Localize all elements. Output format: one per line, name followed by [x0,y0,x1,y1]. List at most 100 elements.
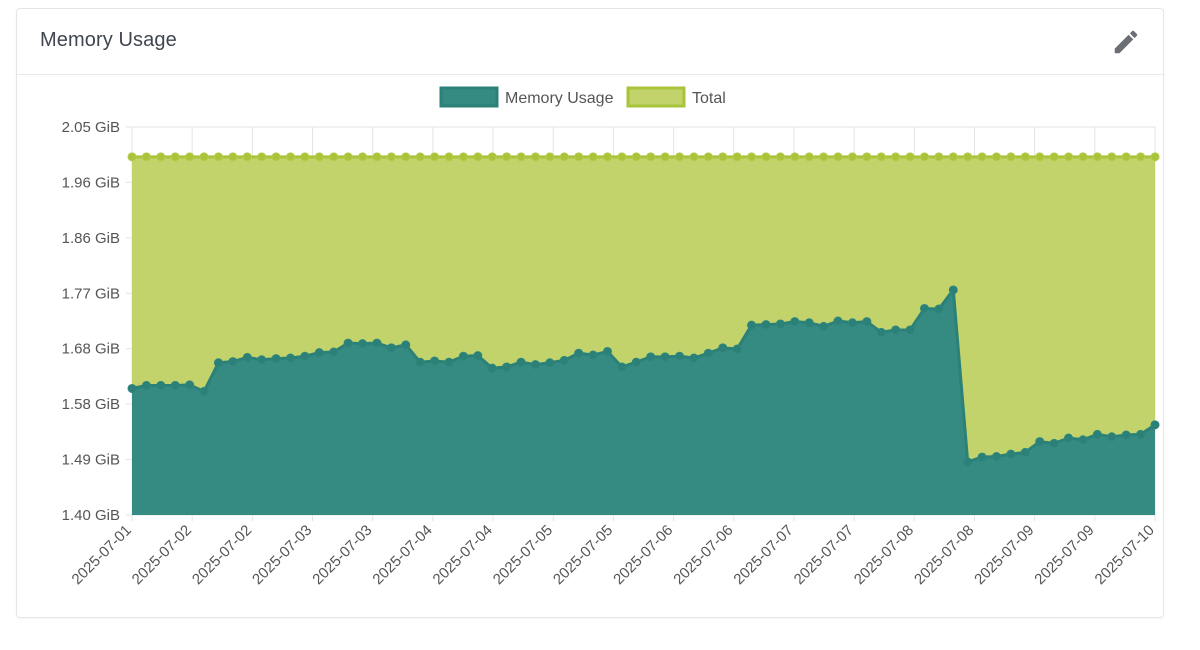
legend-swatch-total [626,86,686,108]
y-tick-label: 1.40 GiB [62,507,120,524]
total-point [905,152,915,162]
memory-usage-point [617,362,627,372]
memory-usage-point [343,338,353,348]
memory-usage-point [833,316,843,326]
legend-label-total: Total [692,90,726,107]
edit-button[interactable] [1111,27,1141,57]
x-tick-label: 2025-07-07 [730,522,796,588]
memory-usage-point [876,327,886,337]
total-point [170,152,180,162]
x-tick-label: 2025-07-02 [189,522,255,588]
total-point [1006,152,1016,162]
memory-usage-point [934,304,944,314]
memory-usage-point [329,347,339,357]
memory-usage-point [732,344,742,354]
total-point [847,152,857,162]
memory-usage-point [1020,447,1030,457]
memory-usage-point [905,325,915,335]
memory-usage-point [747,320,757,330]
total-point [703,152,713,162]
total-point [574,152,584,162]
total-point [1092,152,1102,162]
total-point [1136,152,1146,162]
memory-usage-point [891,325,901,335]
memory-usage-point [963,457,973,467]
total-point [1064,152,1074,162]
x-tick-label: 2025-07-05 [550,522,616,588]
total-point [675,152,685,162]
total-point [588,152,598,162]
total-point [934,152,944,162]
memory-usage-point [761,320,771,330]
total-point [257,152,267,162]
x-tick-label: 2025-07-10 [1092,522,1158,588]
memory-usage-point [372,338,382,348]
memory-usage-point [1107,432,1117,442]
total-point [775,152,785,162]
total-point [718,152,728,162]
total-point [732,152,742,162]
total-point [559,152,569,162]
x-tick-label: 2025-07-01 [69,522,135,588]
memory-usage-point [141,380,151,390]
memory-usage-point [948,285,958,295]
chart-area: Memory Usage Total 2.05 GiB 1.96 GiB 1.86 Gi… [17,75,1163,619]
total-point [300,152,310,162]
total-point [602,152,612,162]
total-point [141,152,151,162]
total-point [213,152,223,162]
total-point [660,152,670,162]
total-point [228,152,238,162]
legend-swatch-memory [439,86,499,108]
y-tick-label: 1.96 GiB [62,174,120,191]
memory-usage-point [516,357,526,367]
x-tick-label: 2025-07-07 [791,522,857,588]
y-tick-label: 1.68 GiB [62,341,120,358]
total-point [242,152,252,162]
memory-usage-point [401,340,411,350]
memory-usage-point [185,380,195,390]
memory-usage-point [300,351,310,361]
x-tick-label: 2025-07-03 [249,522,315,588]
memory-usage-point [588,350,598,360]
total-point [862,152,872,162]
total-point [1049,152,1059,162]
total-point [156,152,166,162]
memory-usage-point [473,351,483,361]
memory-usage-point [804,318,814,328]
total-point [1020,152,1030,162]
total-point [343,152,353,162]
memory-usage-area [132,289,1155,515]
memory-usage-chart: Memory Usage Total 2.05 GiB 1.96 GiB 1.86 Gi… [62,86,1160,588]
total-point [386,152,396,162]
x-tick-label: 2025-07-03 [309,522,375,588]
total-point [646,152,656,162]
memory-usage-point [1136,429,1146,439]
total-point [1107,152,1117,162]
total-point [1078,152,1088,162]
y-tick-label: 2.05 GiB [62,119,120,136]
total-point [127,152,137,162]
x-tick-label: 2025-07-04 [369,522,435,588]
total-point [1121,152,1131,162]
x-tick-label: 2025-07-05 [490,522,556,588]
memory-usage-point [127,383,137,393]
memory-usage-point [574,348,584,358]
total-point [891,152,901,162]
total-point [948,152,958,162]
total-point [689,152,699,162]
x-tick-label: 2025-07-06 [670,522,736,588]
memory-usage-point [430,356,440,366]
memory-usage-point [1121,430,1131,440]
total-point [761,152,771,162]
total-point [919,152,929,162]
memory-usage-point [1006,449,1016,459]
memory-usage-point [444,357,454,367]
total-point [473,152,483,162]
memory-usage-point [458,351,468,361]
total-point [458,152,468,162]
memory-usage-point [631,357,641,367]
total-point [502,152,512,162]
memory-usage-point [530,360,540,370]
memory-usage-point [271,354,281,364]
